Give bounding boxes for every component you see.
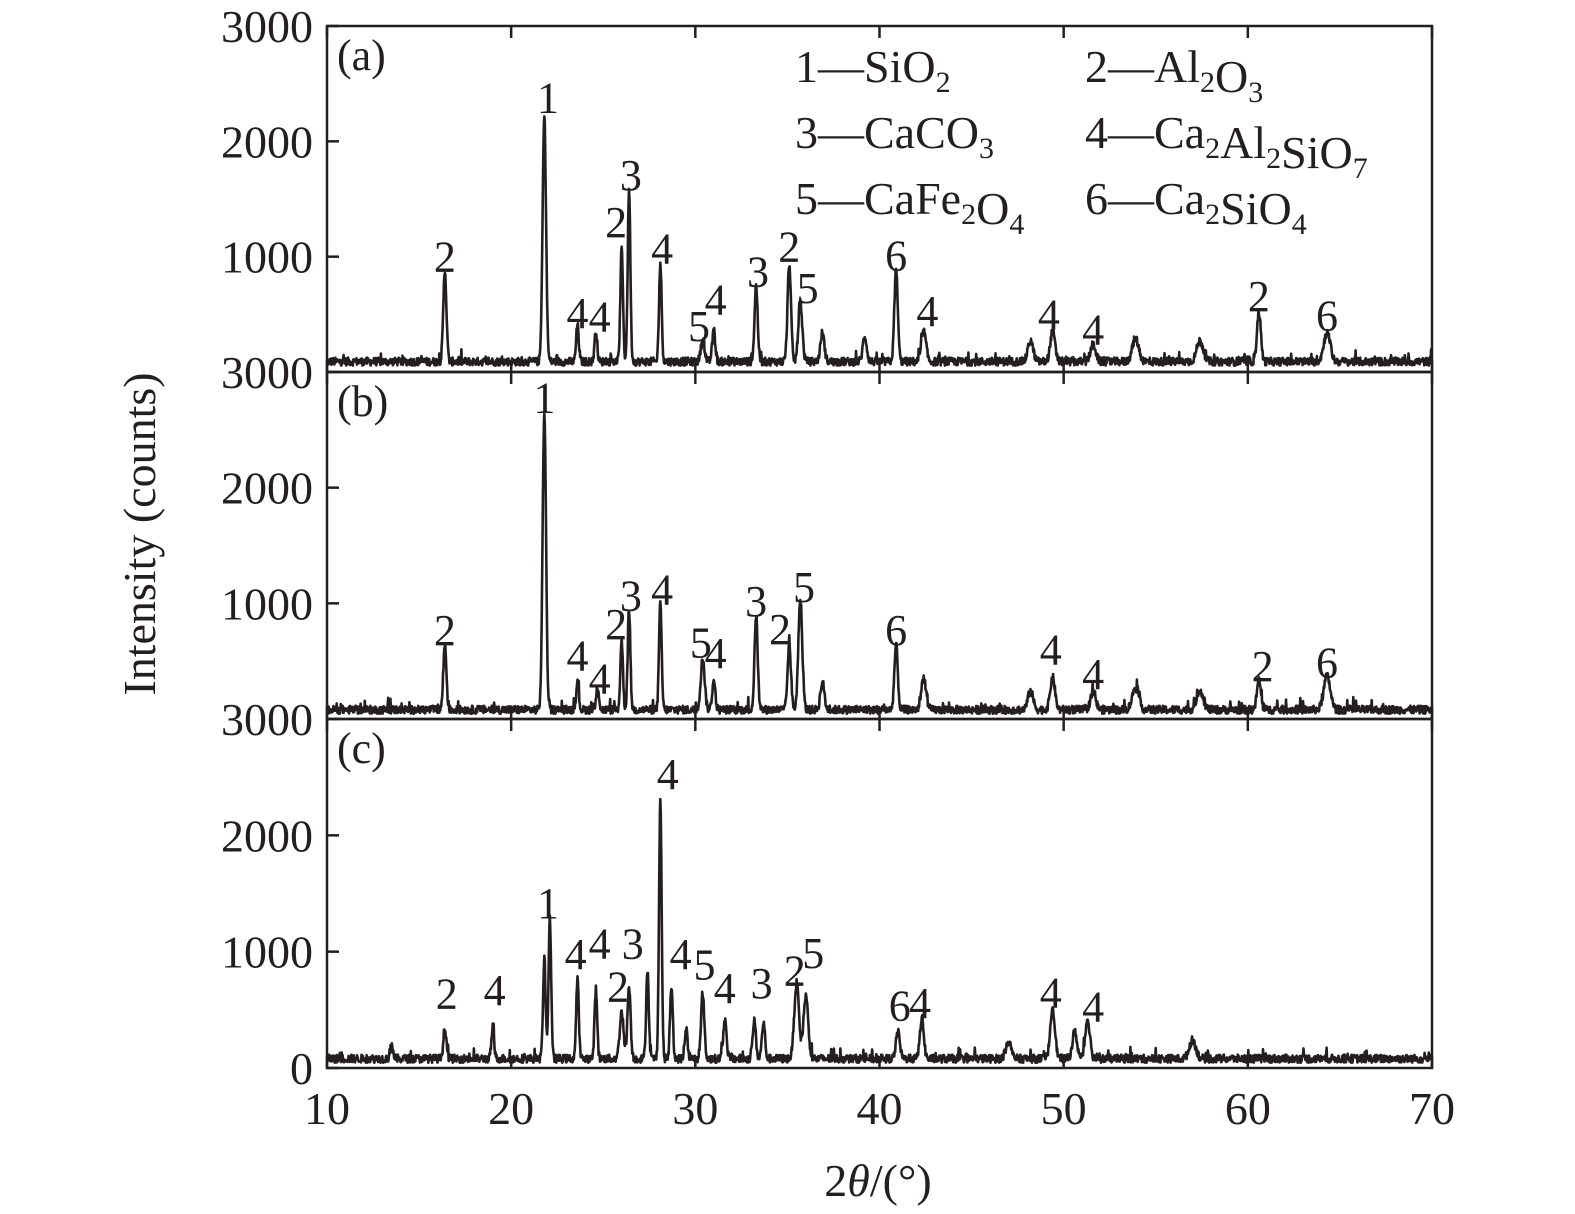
peak-label: 5 — [793, 563, 815, 612]
x-axis: 10 20 30 40 50 60 70 — [304, 1083, 1455, 1134]
xrd-series-line — [326, 797, 1434, 1065]
peak-label: 6 — [885, 606, 907, 655]
peak-label: 4 — [484, 966, 506, 1015]
legend-entry: 5—CaFe2O4 — [795, 173, 1024, 241]
peak-label: 4 — [909, 979, 931, 1028]
y-tick-label: 1000 — [221, 927, 313, 978]
peak-label: 3 — [751, 959, 773, 1008]
legend-entry: 3—CaCO3 — [795, 107, 994, 165]
peak-label: 2 — [784, 946, 806, 995]
peak-label: 5 — [797, 264, 819, 313]
y-tick-label: 2000 — [221, 116, 313, 167]
peak-label: 6 — [889, 981, 911, 1030]
peak-label: 5 — [802, 929, 824, 978]
peak-label: 4 — [565, 930, 587, 979]
x-axis-title-symbol: θ — [847, 1155, 870, 1206]
peak-label: 3 — [620, 571, 642, 620]
y-tick-label: 2000 — [221, 463, 313, 514]
x-tick-label: 50 — [1041, 1083, 1087, 1134]
x-tick-label: 40 — [857, 1083, 903, 1134]
peak-label: 3 — [622, 920, 644, 969]
peak-label: 5 — [690, 619, 712, 668]
peak-label: 4 — [1082, 305, 1104, 354]
peak-label: 4 — [589, 293, 611, 342]
peak-label: 2 — [434, 606, 456, 655]
peak-label: 4 — [705, 275, 727, 324]
y-tick-label: 3000 — [221, 694, 313, 745]
y-tick-label: 1000 — [221, 578, 313, 629]
x-tick-label: 60 — [1225, 1083, 1271, 1134]
peak-label: 2 — [1252, 642, 1274, 691]
peak-label: 4 — [566, 289, 588, 338]
peak-label: 1 — [537, 879, 559, 928]
y-tick-label: 3000 — [221, 347, 313, 398]
peak-label: 2 — [605, 600, 627, 649]
x-tick-label: 70 — [1409, 1083, 1455, 1134]
y-tick-label: 0 — [290, 1043, 313, 1094]
peak-label: 5 — [694, 941, 716, 990]
x-tick-label: 10 — [304, 1083, 350, 1134]
peak-label: 4 — [916, 287, 938, 336]
peak-label: 4 — [1038, 290, 1060, 339]
peak-label: 6 — [1316, 638, 1338, 687]
peak-label: 4 — [670, 930, 692, 979]
peak-label: 3 — [747, 248, 769, 297]
peak-label: 4 — [651, 225, 673, 274]
peak-label: 4 — [705, 629, 727, 678]
panel-frame — [325, 717, 1434, 1070]
panel-label: (b) — [337, 377, 388, 426]
panel-label: (c) — [337, 724, 386, 773]
y-tick-label: 3000 — [221, 1, 313, 52]
peak-label: 2 — [605, 198, 627, 247]
peak-label: 2 — [434, 233, 456, 282]
peak-label: 6 — [885, 232, 907, 281]
peak-label: 4 — [566, 631, 588, 680]
peak-label: 1 — [537, 74, 559, 123]
x-axis-title-suffix: /(°) — [870, 1155, 932, 1206]
y-tick-label: 2000 — [221, 810, 313, 861]
peak-label: 6 — [1316, 291, 1338, 340]
peak-label: 3 — [745, 577, 767, 626]
x-axis-title: 2θ/(°) — [824, 1155, 931, 1206]
peak-label: 4 — [1040, 626, 1062, 675]
y-axis-title: Intensity (counts) — [114, 372, 165, 695]
x-tick-label: 20 — [488, 1083, 534, 1134]
legend-entry: 1—SiO2 — [795, 41, 951, 99]
peak-label: 2 — [436, 970, 458, 1019]
peak-label: 3 — [620, 151, 642, 200]
peak-label: 4 — [1040, 969, 1062, 1018]
peak-label: 4 — [1082, 650, 1104, 699]
legend: 1—SiO2 2—Al2O3 3—CaCO3 4—Ca2Al2SiO7 5—CaFe2O… — [795, 41, 1368, 241]
legend-entry: 2—Al2O3 — [1085, 41, 1263, 109]
peak-label: 4 — [589, 920, 611, 969]
peak-label: 5 — [688, 302, 710, 351]
peak-label: 4 — [1082, 982, 1104, 1031]
peak-label: 1 — [533, 373, 555, 422]
x-tick-label: 30 — [672, 1083, 718, 1134]
panel-label: (a) — [337, 31, 386, 80]
peak-label: 4 — [657, 750, 679, 799]
peak-label: 4 — [589, 655, 611, 704]
legend-entry: 4—Ca2Al2SiO7 — [1085, 107, 1368, 185]
x-axis-title-prefix: 2 — [824, 1155, 847, 1206]
peak-label: 2 — [778, 222, 800, 271]
legend-entry: 6—Ca2SiO4 — [1085, 173, 1307, 241]
peak-label: 2 — [1248, 272, 1270, 321]
y-tick-label: 1000 — [221, 232, 313, 283]
peak-label: 2 — [769, 605, 791, 654]
peak-label: 4 — [714, 964, 736, 1013]
peak-label: 2 — [607, 963, 629, 1012]
peak-label: 4 — [651, 565, 673, 614]
